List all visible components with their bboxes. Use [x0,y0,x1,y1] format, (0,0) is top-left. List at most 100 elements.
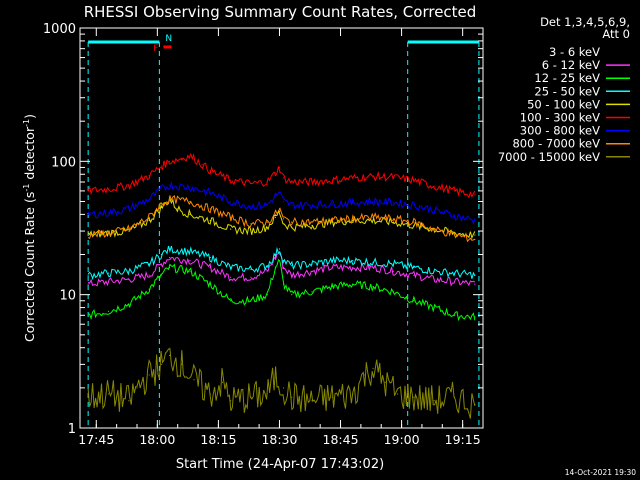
series-line-0 [87,269,476,359]
series-8-point-6 [168,354,171,357]
series-2-point-6 [189,270,191,272]
series-4-point-17 [331,221,333,223]
series-7-point-9 [250,223,252,225]
series-3-point-16 [331,260,333,262]
series-4-point-16 [311,224,313,227]
n-flag-label: N [165,34,172,44]
series-2-point-14 [291,294,293,296]
series-4-point-11 [266,226,268,228]
series-2-point-7 [209,283,211,285]
series-8-point-27 [474,403,476,406]
series-7-point-2 [128,228,130,230]
legend-label-0: 3 - 6 keV [549,45,600,59]
series-1-point-18 [372,266,374,269]
series-7-point-14 [291,221,293,223]
series-3-point-21 [433,270,435,272]
series-3-point-9 [250,268,252,270]
series-line-5 [87,152,476,199]
series-8-point-9 [209,393,211,395]
series-7-point-11 [274,213,276,215]
y-axis-label: Corrected Count Rate (s-1 detector-1) [22,114,37,342]
series-8-point-3 [136,387,138,389]
series-6-point-16 [331,203,333,205]
series-3-point-4 [160,253,163,256]
series-6-point-3 [148,198,150,200]
series-1-point-16 [331,266,333,269]
series-5-point-23 [433,185,435,187]
series-3-point-7 [209,256,211,259]
series-4-point-21 [413,224,415,227]
series-3-point-19 [392,263,395,265]
series-5-point-19 [352,177,354,179]
series-1-point-23 [474,283,476,285]
series-7-point-13 [282,218,285,220]
chart-title: RHESSI Observing Summary Count Rates, Co… [84,3,477,21]
series-2-point-1 [107,310,110,312]
series-6-point-22 [453,215,456,217]
x-tick-label-0: 17:45 [78,432,114,447]
series-6-point-2 [128,208,130,210]
series-0-point-14 [291,334,293,336]
y-tick-label-1: 10 [59,289,76,304]
x-tick-label-1: 18:00 [139,432,175,447]
series-0-point-10 [266,328,268,330]
series-0-point-0 [87,344,89,346]
series-5-point-10 [230,179,232,181]
x-tick-label-5: 19:00 [384,432,420,447]
series-4-point-15 [291,226,293,228]
series-6-point-15 [311,204,313,206]
series-2-point-4 [160,274,163,276]
series-0-point-21 [433,339,435,341]
y-axis-label-sup1: -1 [22,184,31,192]
series-8-point-26 [453,396,456,398]
series-1-point-19 [392,270,395,272]
series-line-8 [87,347,476,419]
series-7-point-1 [107,232,110,234]
series-0-point-13 [282,306,285,309]
legend-label-4: 50 - 100 keV [527,97,600,111]
series-0-point-17 [352,314,354,316]
series-2 [87,258,476,322]
series-1-point-22 [453,281,456,283]
series-8-point-10 [221,381,224,383]
series-4-point-7 [189,213,191,215]
series-2-point-9 [250,300,252,302]
series-8 [87,347,476,419]
series-7-point-0 [87,234,89,236]
series-4-point-4 [160,206,163,209]
series-1-point-10 [266,270,268,272]
series-5-point-12 [266,181,268,183]
series-7-point-10 [266,221,268,223]
series-8-point-0 [87,396,89,398]
series-7-point-19 [392,218,395,220]
series-3-point-12 [278,248,281,250]
series-3-point-15 [311,263,313,265]
series-8-point-20 [364,374,366,376]
x-tick-label-2: 18:15 [200,432,236,447]
series-2-point-19 [392,291,395,293]
y-axis-label-sup2: -1 [22,119,31,127]
series-1-point-5 [168,256,171,259]
series-0-point-6 [189,288,191,290]
series-7-point-7 [209,208,211,210]
series-8-point-12 [250,396,252,398]
series-3-point-8 [230,266,232,269]
series-5-point-20 [372,175,374,178]
series-6-point-5 [168,184,171,186]
series-2-point-22 [453,314,456,316]
series-5-point-22 [413,179,415,181]
series-5-point-25 [474,194,476,196]
series-7-point-16 [331,219,333,222]
series-5-point-2 [128,184,130,186]
series-0-point-20 [413,328,415,330]
series-1-point-20 [413,274,415,276]
series-0-point-8 [230,334,232,336]
series-5 [87,152,476,199]
series-5-point-5 [168,160,171,162]
series-2-point-12 [278,260,281,262]
series-5-point-18 [331,179,333,181]
series-7-point-22 [453,234,456,236]
axes-layer: 17:45 18:00 18:15 18:30 18:45 19:00 19:15 1 10 10… [43,22,483,447]
y-axis-label-mid: detector [22,126,37,184]
